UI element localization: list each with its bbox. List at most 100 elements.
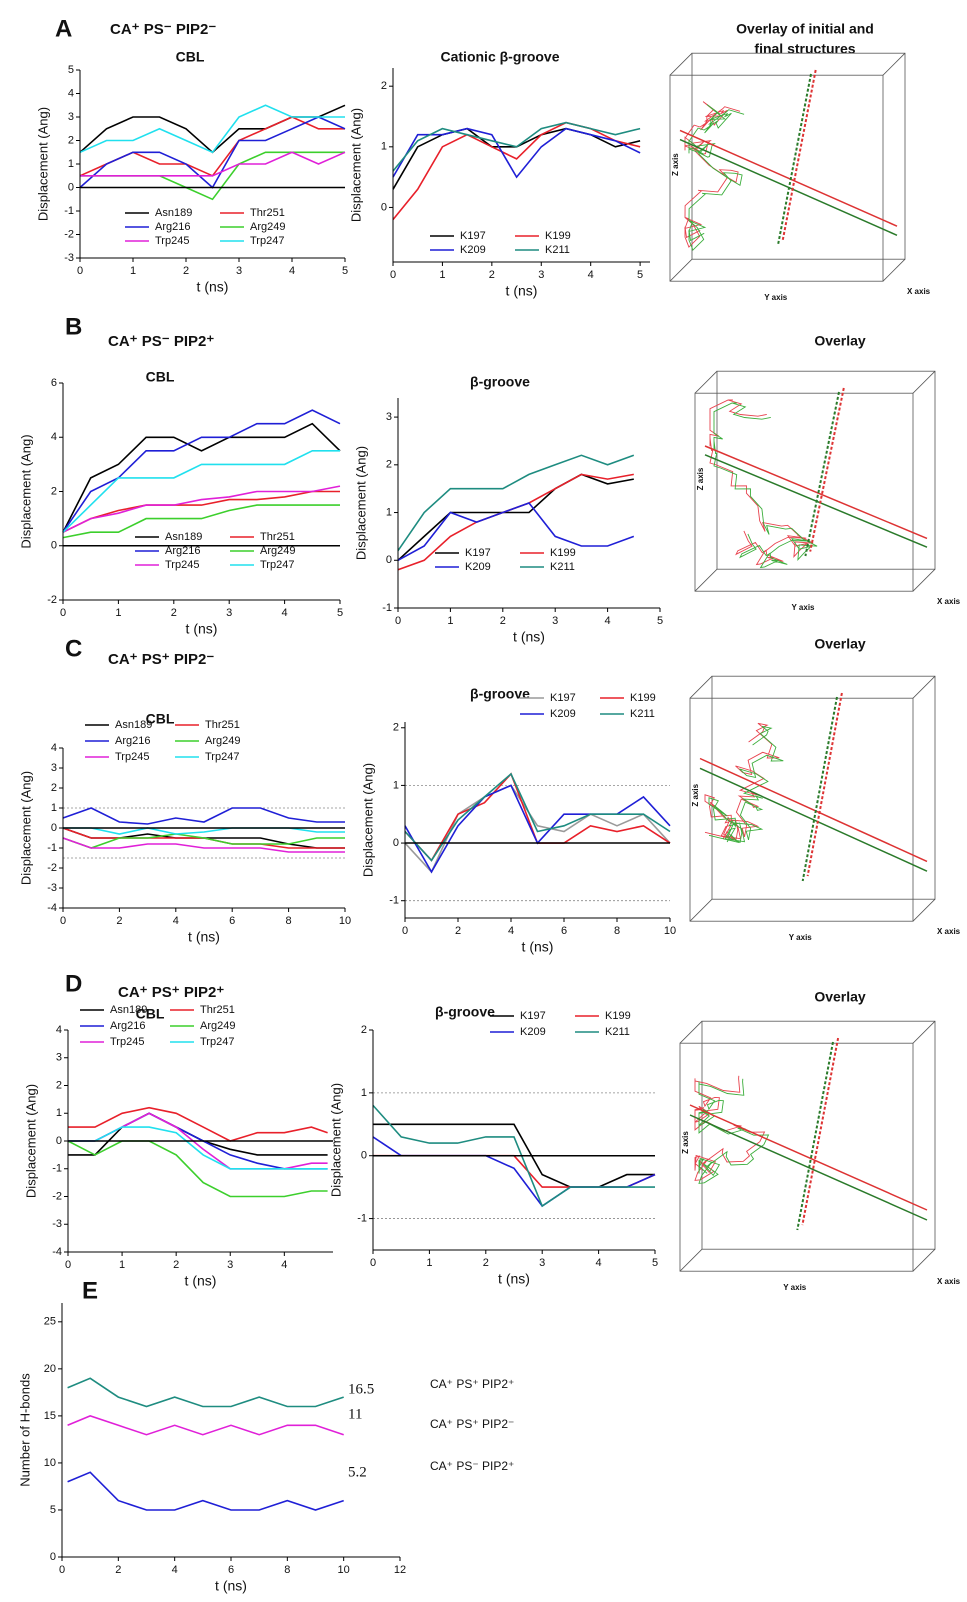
series-line (404, 772, 671, 862)
y-tick-label: 10 (44, 1457, 56, 1469)
x-tick-label: 4 (588, 269, 594, 281)
x-axis-label: t (ns) (506, 283, 538, 299)
legend-label: K199 (605, 1010, 631, 1022)
box-edge (912, 898, 936, 922)
x-tick-label: 3 (552, 615, 558, 627)
legend-label: Arg249 (205, 735, 240, 747)
y-axis-label: Displacement (Ang) (348, 108, 363, 222)
y-tick-label: -2 (47, 862, 57, 874)
overlay-axis-label: X axis (937, 927, 961, 936)
overlay-title: Overlay (814, 636, 866, 652)
x-tick-label: 1 (447, 615, 453, 627)
legend-label: K209 (550, 708, 576, 720)
y-tick-label: 0 (68, 181, 74, 193)
x-tick-label: 1 (426, 1257, 432, 1269)
legend-label: CA⁺ PS⁺ PIP2⁺ (430, 1377, 514, 1391)
x-tick-label: 2 (183, 265, 189, 277)
y-tick-label: 5 (68, 64, 74, 76)
series-line (397, 454, 635, 552)
y-tick-label: -1 (382, 602, 392, 614)
chart-title: β-groove (470, 686, 530, 702)
chart-title: CBL (136, 1006, 165, 1022)
overlay-axis-label: Y axis (789, 933, 813, 942)
box-edge (689, 898, 713, 922)
legend-label: Asn189 (115, 719, 152, 731)
x-tick-label: 5 (652, 1257, 658, 1269)
box-edge (669, 258, 693, 282)
panel-condition: CA⁺ PS⁻ PIP2⁺ (108, 333, 214, 350)
chart-title: β-groove (435, 1004, 495, 1020)
y-tick-label: 2 (393, 722, 399, 734)
legend-label: Trp245 (110, 1036, 144, 1048)
legend-label: K209 (520, 1026, 546, 1038)
x-tick-label: 1 (130, 265, 136, 277)
legend-label: Arg249 (250, 221, 285, 233)
box-front (694, 392, 914, 592)
y-tick-label: 2 (68, 134, 74, 146)
series-line (373, 1154, 656, 1188)
y-tick-label: 0 (51, 822, 57, 834)
chart-title: CBL (176, 49, 205, 65)
box-edge (882, 258, 906, 282)
series-annotation: 16.5 (348, 1381, 374, 1397)
legend-label: K197 (520, 1010, 546, 1022)
y-tick-label: 25 (44, 1316, 56, 1328)
y-tick-label: 4 (68, 87, 74, 99)
structure-axis (801, 1037, 840, 1226)
x-tick-label: 1 (115, 607, 121, 619)
legend-label: K199 (545, 230, 571, 242)
series-line (392, 127, 641, 179)
legend-label: Thr251 (205, 719, 240, 731)
legend-label: K197 (550, 692, 576, 704)
structure-axis (806, 692, 843, 877)
series-line (63, 827, 345, 835)
x-tick-label: 10 (339, 915, 351, 927)
series-line (62, 490, 340, 533)
series-annotation: 11 (348, 1406, 362, 1422)
overlay-box (689, 675, 936, 922)
legend-label: Arg216 (165, 545, 200, 557)
overlay-axis-label: Y axis (783, 1283, 807, 1292)
overlay-title: Overlay (814, 989, 866, 1005)
y-tick-label: 4 (51, 742, 57, 754)
y-tick-label: 1 (56, 1107, 62, 1119)
series-line (79, 116, 345, 177)
chart-title: Cationic β-groove (441, 49, 560, 65)
x-tick-label: 8 (284, 1564, 290, 1576)
series-line (392, 121, 641, 221)
y-tick-label: 4 (56, 1024, 62, 1036)
series-line (62, 833, 345, 849)
y-tick-label: 3 (56, 1052, 62, 1064)
series-line (62, 409, 341, 533)
overlay-axis-label: Z axis (681, 1131, 690, 1154)
y-tick-label: 1 (51, 802, 57, 814)
x-tick-label: 5 (342, 265, 348, 277)
x-tick-label: 2 (455, 925, 461, 937)
y-tick-label: 1 (381, 141, 387, 153)
legend-label: K211 (550, 561, 575, 573)
y-tick-label: 0 (393, 837, 399, 849)
y-axis-label: Displacement (Ang) (23, 1084, 38, 1198)
y-tick-label: 0 (51, 540, 57, 552)
series-line (62, 837, 345, 853)
x-tick-label: 2 (173, 1259, 179, 1271)
x-axis-label: t (ns) (186, 621, 218, 637)
y-tick-label: 4 (51, 431, 57, 443)
box-edge (694, 568, 718, 592)
box-edge (669, 52, 693, 76)
x-tick-label: 2 (489, 269, 495, 281)
x-tick-label: 2 (483, 1257, 489, 1269)
series-line (397, 502, 635, 562)
legend-label: K211 (545, 244, 570, 256)
structure-axis (781, 69, 817, 241)
x-tick-label: 3 (226, 607, 232, 619)
overlay-title: final structures (754, 41, 855, 57)
x-axis-label: t (ns) (188, 929, 220, 945)
legend-label: Trp247 (260, 559, 294, 571)
x-tick-label: 0 (77, 265, 83, 277)
structure-axis (777, 73, 812, 245)
y-axis-label: Displacement (Ang) (18, 771, 33, 885)
y-tick-label: -2 (52, 1190, 62, 1202)
legend-label: K209 (460, 244, 486, 256)
y-tick-label: -3 (52, 1218, 62, 1230)
